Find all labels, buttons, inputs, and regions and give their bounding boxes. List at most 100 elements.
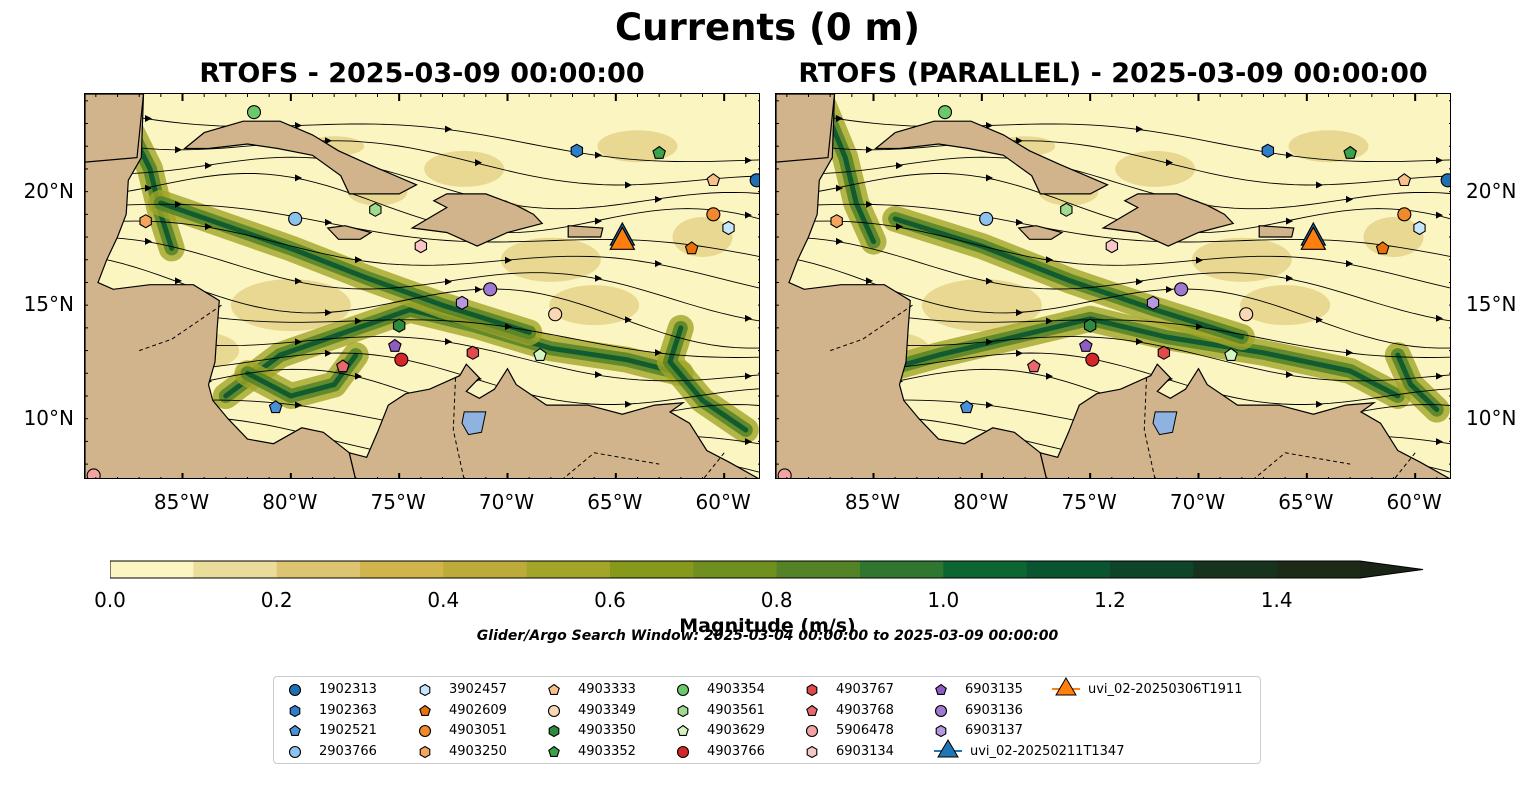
marker-4903051 — [706, 207, 721, 222]
colorbar-bin — [1276, 561, 1361, 578]
float-markers — [86, 105, 759, 478]
legend-label: 2903766 — [319, 743, 377, 759]
hexagon-icon — [935, 724, 947, 738]
lon-tick-label: 70°W — [478, 490, 535, 514]
legend-label: 3902457 — [449, 682, 507, 697]
lon-tick-label: 75°W — [1061, 490, 1117, 514]
marker-3902457 — [722, 220, 735, 236]
colorbar-tick-label: 0.8 — [760, 588, 793, 612]
lon-tick-label: 85°W — [844, 490, 901, 514]
colorbar-bin — [776, 561, 861, 578]
marker-6903137 — [455, 295, 469, 311]
colorbar-bin — [860, 561, 944, 578]
legend-label: 4902609 — [449, 702, 507, 718]
circle-icon — [676, 745, 690, 758]
colorbar-bin — [1110, 561, 1194, 578]
marker-6903137 — [1146, 295, 1160, 311]
legend-label: 4903250 — [449, 743, 507, 759]
legend-label: 4903349 — [578, 702, 636, 718]
land-puertorico — [1258, 225, 1295, 238]
pentagon-icon — [419, 704, 431, 716]
legend-label: 4903051 — [449, 723, 507, 738]
colorbar-bin — [1193, 561, 1278, 578]
colorbar-bin — [943, 561, 1028, 578]
hexagon-icon — [677, 704, 689, 717]
legend: 1902313 1902363 1902521 2903766 3902457 49026… — [273, 676, 1261, 764]
colorbar-tick-label: 0.6 — [594, 588, 626, 612]
marker-4903350 — [392, 318, 406, 333]
legend-label: 4903629 — [707, 723, 765, 738]
land-mexico — [776, 94, 1047, 478]
circle-icon — [676, 683, 690, 697]
lon-tick-label: 80°W — [262, 490, 318, 514]
hexagon-icon — [419, 745, 431, 758]
colorbar-bin — [1026, 561, 1111, 578]
marker-2903766 — [979, 211, 994, 226]
axis-ticks — [85, 94, 759, 478]
marker-6903135 — [388, 338, 402, 352]
glider-uvi_02-20250306T1911 — [609, 226, 636, 250]
circle-icon — [288, 683, 302, 697]
land-sam — [1039, 363, 1450, 478]
axis-ticks — [776, 94, 1450, 478]
legend-label: 4903333 — [578, 682, 636, 697]
marker-4903051 — [1397, 207, 1412, 222]
legend-label: 1902313 — [319, 682, 377, 697]
legend-label: 6903137 — [965, 723, 1023, 738]
land-sam — [348, 363, 759, 478]
marker-1902363 — [570, 143, 584, 158]
lat-tick-label: 15°N — [23, 292, 74, 317]
map-panel-rtofs-parallel — [775, 93, 1451, 479]
marker-4903354 — [937, 105, 953, 120]
lake-maracaibo — [1152, 411, 1178, 436]
marker-4903354 — [246, 105, 262, 120]
colorbar-bin — [360, 561, 444, 578]
marker-4903767 — [466, 345, 480, 360]
lon-tick-label: 65°W — [1278, 490, 1334, 514]
colorbar-tick-label: 1.2 — [1094, 588, 1126, 612]
pentagon-icon — [548, 745, 560, 757]
pentagon-icon — [289, 724, 301, 736]
map-right-svg — [776, 94, 1450, 478]
marker-4903629 — [533, 347, 547, 361]
marker-4903352 — [1343, 145, 1357, 159]
lon-tick-label: 60°W — [1386, 490, 1442, 514]
land-mexico — [85, 94, 356, 478]
lat-tick-label: 20°N — [1466, 178, 1517, 203]
circle-icon — [934, 704, 948, 717]
land — [85, 94, 759, 478]
colorbar-tick-label: 1.4 — [1260, 588, 1293, 612]
land — [776, 94, 1450, 478]
float-markers — [777, 105, 1450, 478]
land-hispaniola — [1101, 193, 1235, 247]
marker-1902313 — [749, 173, 759, 188]
lat-tick-label: 15°N — [1466, 292, 1517, 317]
legend-label: 6903135 — [965, 682, 1023, 697]
marker-4903349 — [1239, 307, 1254, 322]
map-left-svg — [85, 94, 759, 478]
colorbar-tick-label: 1.0 — [927, 588, 960, 612]
legend-label: 1902521 — [319, 723, 377, 738]
marker-4903766 — [394, 352, 409, 367]
marker-5906478 — [777, 468, 792, 478]
hexagon-icon — [289, 704, 301, 717]
marker-3902457 — [1413, 220, 1426, 236]
legend-label: 4903350 — [578, 723, 636, 738]
legend-label: 4903768 — [836, 702, 894, 718]
lat-tick-label: 10°N — [1466, 405, 1517, 430]
legend-label: uvi_02-20250211T1347 — [970, 743, 1125, 759]
lon-tick-label: 65°W — [587, 490, 643, 514]
colorbar-bin — [610, 561, 694, 578]
lon-tick-label: 60°W — [695, 490, 751, 514]
colorbar-tick-label: 0.2 — [260, 588, 293, 612]
marker-4903629 — [1224, 347, 1238, 361]
land-puertorico — [567, 225, 604, 238]
marker-4903352 — [652, 145, 666, 159]
triangle-icon — [934, 738, 962, 757]
marker-6903134 — [1105, 238, 1119, 254]
colorbar-bin — [526, 561, 611, 578]
legend-label: 5906478 — [836, 723, 894, 738]
marker-4903768 — [336, 359, 350, 373]
colorbar-tick-label: 0.4 — [427, 588, 460, 612]
circle-icon — [547, 704, 561, 717]
